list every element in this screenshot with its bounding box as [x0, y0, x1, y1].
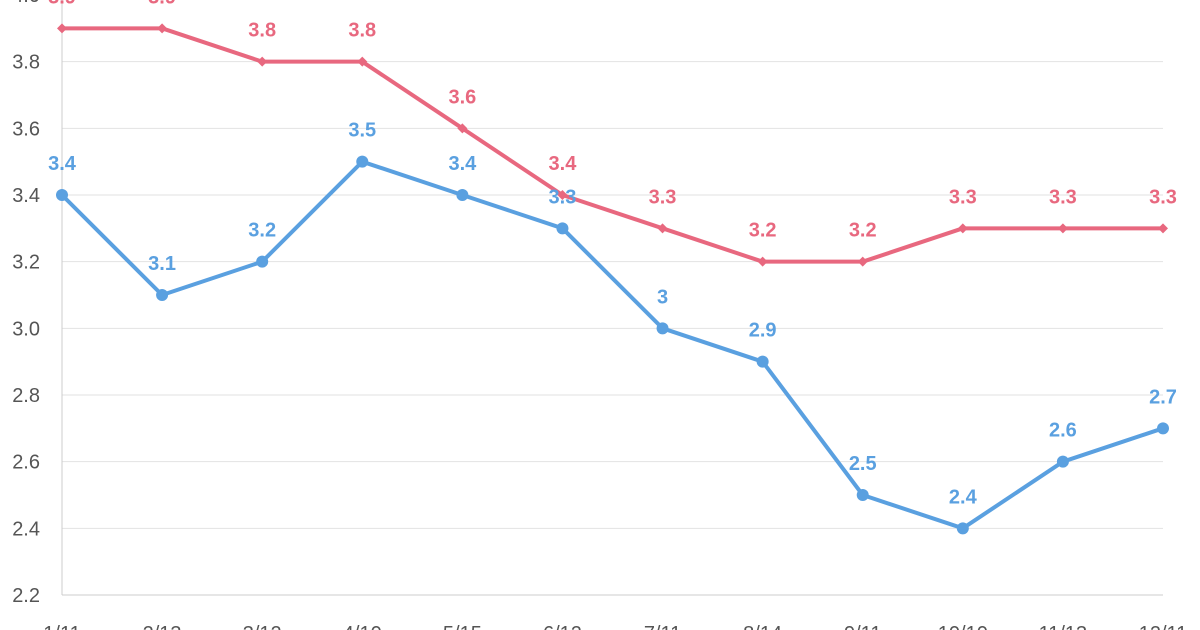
- series-line-1: [60, 159, 1165, 531]
- series-layer: [56, 23, 1169, 535]
- x-tick-label: 4/10: [343, 623, 382, 630]
- data-label: 2.6: [1049, 420, 1077, 442]
- data-label: 3.3: [1049, 186, 1077, 208]
- y-tick-label: 3.8: [12, 52, 40, 74]
- data-label: 3.3: [949, 186, 977, 208]
- data-point: [256, 255, 269, 268]
- data-point: [857, 256, 868, 267]
- data-label: 3.6: [448, 86, 476, 108]
- data-point: [57, 23, 67, 34]
- y-tick-label: 3.2: [12, 252, 40, 274]
- data-label: 3.8: [248, 20, 276, 42]
- x-tick-label: 8/14: [743, 623, 782, 630]
- data-point: [757, 256, 768, 267]
- data-point: [356, 155, 369, 168]
- data-point: [1157, 422, 1169, 435]
- data-label: 2.4: [949, 486, 978, 508]
- y-tick-label: 2.2: [12, 585, 40, 607]
- data-point: [157, 23, 168, 34]
- data-point: [156, 289, 169, 301]
- data-label: 3.5: [348, 120, 376, 142]
- data-label: 3.2: [248, 220, 276, 242]
- data-label: 2.7: [1149, 386, 1177, 408]
- x-tick-label: 5/15: [443, 623, 482, 630]
- data-label: 3.3: [1149, 186, 1177, 208]
- data-label: 2.5: [849, 453, 877, 475]
- data-point: [557, 190, 568, 200]
- x-tick-label: 7/11: [644, 623, 681, 630]
- y-tick-label: 4.0: [12, 0, 40, 7]
- data-label: 3.1: [148, 253, 176, 275]
- data-point: [756, 355, 769, 368]
- data-point: [1056, 455, 1069, 468]
- data-point: [457, 123, 468, 134]
- data-point: [656, 322, 669, 335]
- data-point: [956, 522, 969, 535]
- data-point: [56, 189, 68, 201]
- x-tick-label: 9/11: [844, 623, 881, 630]
- data-label-layer: 3.9 3.9 3.8 3.8 3.6 3.4 3.3 3.2 3.2 3.3 3.3 3.3 3.4 3…: [48, 0, 1177, 508]
- data-label: 3.4: [48, 153, 77, 175]
- x-tick-label: 11/13: [1039, 623, 1088, 630]
- data-label: 3.4: [448, 153, 477, 175]
- data-point: [957, 223, 968, 234]
- data-label: 3.4: [549, 153, 578, 175]
- y-tick-label: 3.0: [12, 318, 40, 340]
- x-tick-label: 6/12: [543, 623, 582, 630]
- x-tick-label: 12/11: [1139, 623, 1188, 630]
- x-tick-label: 3/12: [243, 623, 282, 630]
- data-point: [257, 56, 268, 67]
- data-label: 2.9: [749, 320, 777, 342]
- data-point: [357, 56, 368, 67]
- y-tick-label: 3.4: [12, 185, 40, 207]
- data-point: [856, 489, 869, 501]
- axis-layer: 2.2 2.4 2.6 2.8 3.0 3.2 3.4 3.6 3.8 4.0 1/11 2/13 3/…: [12, 0, 1187, 630]
- y-tick-label: 3.6: [12, 118, 40, 140]
- data-label: 3.9: [148, 0, 176, 8]
- data-point: [456, 189, 469, 201]
- grid-layer: [62, 61, 1163, 596]
- data-point: [657, 223, 668, 234]
- x-tick-label: 1/11: [43, 623, 80, 630]
- x-tick-label: 10/10: [938, 623, 988, 630]
- data-label: 3.9: [48, 0, 76, 8]
- x-tick-label: 2/13: [143, 623, 182, 630]
- data-point: [556, 222, 569, 235]
- y-tick-label: 2.6: [12, 452, 40, 474]
- y-tick-label: 2.4: [12, 518, 40, 540]
- data-point: [1158, 223, 1168, 234]
- data-point: [1057, 223, 1068, 234]
- y-tick-label: 2.8: [12, 385, 40, 407]
- data-label: 3: [657, 286, 668, 308]
- data-label: 3.2: [749, 220, 777, 242]
- series-line-0: [60, 26, 1165, 264]
- data-label: 3.3: [649, 186, 677, 208]
- data-label: 3.8: [348, 20, 376, 42]
- data-label: 3.2: [849, 220, 877, 242]
- data-label: 3.3: [549, 186, 577, 208]
